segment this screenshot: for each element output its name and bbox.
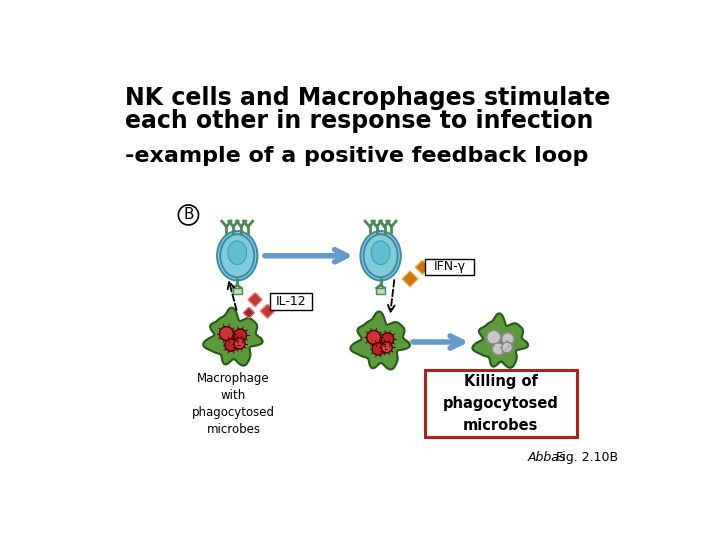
Ellipse shape (372, 241, 390, 265)
Circle shape (372, 343, 384, 355)
Circle shape (502, 333, 514, 345)
Circle shape (502, 342, 513, 353)
Text: IFN-γ: IFN-γ (433, 260, 466, 273)
Text: Killing of
phagocytosed
microbes: Killing of phagocytosed microbes (443, 374, 559, 433)
Circle shape (234, 329, 246, 341)
Polygon shape (402, 271, 418, 287)
FancyBboxPatch shape (270, 294, 312, 309)
FancyBboxPatch shape (425, 259, 474, 275)
Text: Abbas: Abbas (528, 451, 566, 464)
Polygon shape (261, 304, 274, 318)
Polygon shape (472, 313, 528, 368)
Ellipse shape (228, 241, 247, 265)
Polygon shape (415, 260, 429, 274)
Text: B: B (183, 207, 194, 222)
Ellipse shape (217, 231, 258, 280)
Text: Macrophage
with
phagocytosed
microbes: Macrophage with phagocytosed microbes (192, 372, 275, 436)
Circle shape (366, 330, 381, 345)
Polygon shape (248, 293, 262, 307)
Text: Fig. 2.10B: Fig. 2.10B (556, 451, 618, 464)
Circle shape (492, 343, 505, 355)
Polygon shape (203, 308, 263, 366)
Circle shape (382, 342, 392, 353)
Ellipse shape (220, 234, 254, 278)
Circle shape (220, 327, 233, 340)
Circle shape (382, 333, 394, 345)
Ellipse shape (364, 234, 397, 278)
Text: -example of a positive feedback loop: -example of a positive feedback loop (125, 146, 588, 166)
Polygon shape (243, 307, 254, 318)
Circle shape (487, 330, 500, 345)
Ellipse shape (361, 231, 401, 280)
FancyBboxPatch shape (425, 370, 577, 437)
FancyBboxPatch shape (233, 288, 242, 294)
Text: IL-12: IL-12 (276, 295, 306, 308)
Polygon shape (351, 312, 410, 369)
Circle shape (234, 338, 245, 349)
Text: each other in response to infection: each other in response to infection (125, 110, 593, 133)
Text: NK cells and Macrophages stimulate: NK cells and Macrophages stimulate (125, 86, 611, 110)
Circle shape (225, 339, 238, 351)
FancyBboxPatch shape (376, 288, 385, 294)
